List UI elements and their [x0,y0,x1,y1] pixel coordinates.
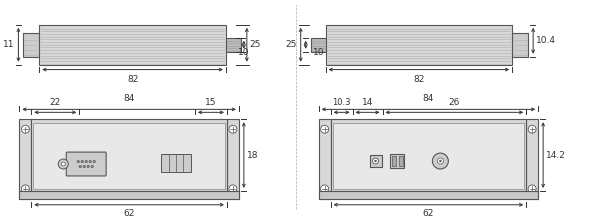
Text: 25: 25 [286,40,297,49]
Bar [319,191,538,199]
Circle shape [58,159,68,169]
Text: 62: 62 [423,209,434,218]
Circle shape [22,125,29,133]
Bar [19,191,239,199]
Text: 84: 84 [124,94,135,103]
Circle shape [320,125,329,133]
Bar [331,119,526,191]
Circle shape [433,153,448,169]
Text: 82: 82 [127,75,139,84]
Circle shape [229,125,237,133]
Text: 22: 22 [50,98,61,107]
Text: 84: 84 [423,94,434,103]
Circle shape [77,160,79,163]
Bar [319,119,331,199]
Circle shape [22,185,29,193]
Text: 14: 14 [362,98,373,107]
Circle shape [79,165,82,168]
Text: 10.4: 10.4 [536,36,556,45]
Bar [226,38,241,52]
Text: 10: 10 [238,48,250,57]
Bar [400,156,403,166]
Circle shape [437,158,443,164]
Circle shape [89,160,91,163]
Text: 10.3: 10.3 [332,98,351,107]
Circle shape [528,185,536,193]
Bar [40,25,226,65]
Bar [526,119,538,199]
Circle shape [374,160,377,162]
Bar [512,33,528,57]
FancyBboxPatch shape [66,152,106,176]
Circle shape [61,162,65,166]
Bar [326,25,512,65]
Circle shape [93,160,95,163]
Bar [34,123,225,189]
Circle shape [81,160,83,163]
Circle shape [91,165,94,168]
Circle shape [439,160,442,162]
Bar [227,119,239,199]
Text: 62: 62 [124,209,135,218]
Text: 18: 18 [247,150,259,160]
Bar [311,38,326,52]
Text: 82: 82 [413,75,425,84]
Text: 11: 11 [3,40,14,49]
Bar [370,155,382,167]
Circle shape [528,125,536,133]
Circle shape [229,185,237,193]
Circle shape [320,185,329,193]
Bar [332,123,524,189]
Text: 15: 15 [205,98,217,107]
Text: 10: 10 [313,48,324,57]
Bar [23,33,40,57]
Text: 26: 26 [449,98,460,107]
Bar [161,154,191,172]
Circle shape [83,165,85,168]
Text: 14.2: 14.2 [546,150,566,160]
Circle shape [87,165,89,168]
Bar [19,119,31,199]
Bar [392,156,397,166]
Circle shape [373,158,379,164]
Circle shape [85,160,88,163]
Bar [31,119,227,191]
Text: 25: 25 [250,40,261,49]
Bar [391,154,404,168]
